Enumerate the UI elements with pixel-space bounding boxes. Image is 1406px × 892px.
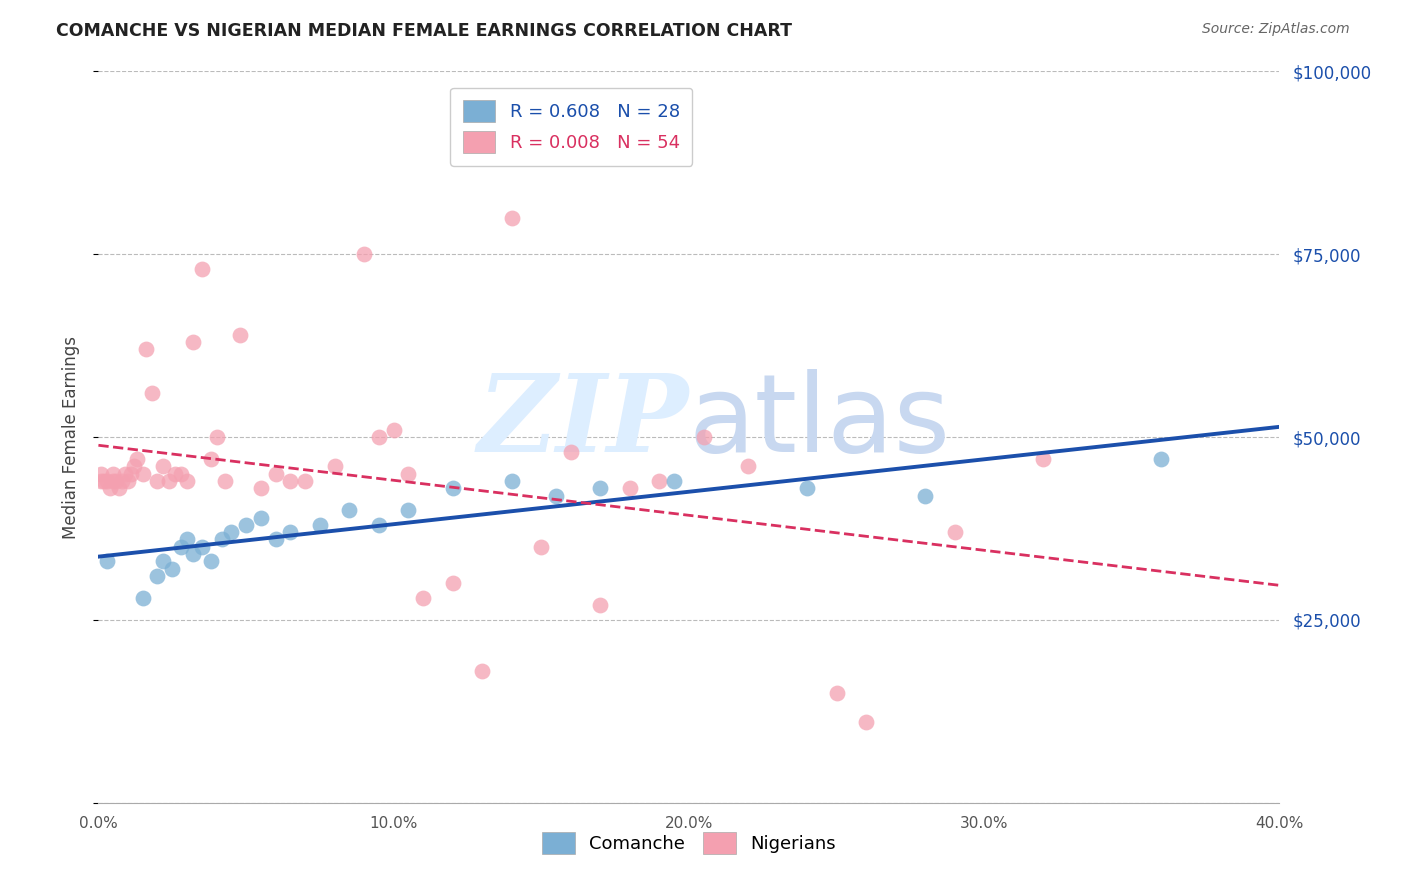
Point [98,481,121,495]
Point [943,525,966,540]
Point [250,481,273,495]
Point [589,599,612,613]
Point [141,386,163,401]
Point [280,525,302,540]
Point [170,467,193,481]
Text: ZIP: ZIP [478,369,689,475]
Point [165,467,187,481]
Text: Source: ZipAtlas.com: Source: ZipAtlas.com [1202,22,1350,37]
Point [96,474,118,488]
Point [191,540,214,554]
Point [120,467,142,481]
Point [132,467,155,481]
Point [214,474,236,488]
Point [111,474,134,488]
Point [96,554,118,568]
Point [93,474,115,488]
Point [108,481,131,495]
Point [560,444,582,458]
Point [135,343,157,357]
Point [309,517,332,532]
Point [280,474,302,488]
Point [162,562,183,576]
Point [353,247,375,261]
Point [264,533,287,547]
Point [398,467,420,481]
Point [229,327,252,342]
Point [200,554,222,568]
Point [737,459,759,474]
Point [589,481,612,495]
Point [211,533,233,547]
Point [471,664,494,678]
Point [235,517,257,532]
Point [323,459,346,474]
Point [205,430,228,444]
Point [191,261,214,276]
Point [117,474,139,488]
Point [441,576,464,591]
Point [181,334,204,349]
Point [125,452,148,467]
Point [294,474,316,488]
Legend: Comanche, Nigerians: Comanche, Nigerians [530,820,848,867]
Point [693,430,716,444]
Point [221,525,243,540]
Point [103,467,125,481]
Point [114,467,136,481]
Point [339,503,361,517]
Point [152,554,174,568]
Point [382,423,405,437]
Point [368,430,391,444]
Point [90,474,112,488]
Point [250,510,273,524]
Point [914,489,936,503]
Point [152,459,174,474]
Point [412,591,434,605]
Text: atlas: atlas [689,369,950,475]
Y-axis label: Median Female Earnings: Median Female Earnings [62,335,80,539]
Point [398,503,420,517]
Point [796,481,818,495]
Point [664,474,686,488]
Point [855,715,877,730]
Point [170,540,193,554]
Point [501,211,523,225]
Point [90,467,112,481]
Point [546,489,568,503]
Point [368,517,391,532]
Point [146,474,169,488]
Text: COMANCHE VS NIGERIAN MEDIAN FEMALE EARNINGS CORRELATION CHART: COMANCHE VS NIGERIAN MEDIAN FEMALE EARNI… [56,22,792,40]
Point [1032,452,1054,467]
Point [157,474,180,488]
Point [200,452,222,467]
Point [648,474,671,488]
Point [619,481,641,495]
Point [1150,452,1173,467]
Point [530,540,553,554]
Point [132,591,155,605]
Point [122,459,145,474]
Point [105,474,128,488]
Point [176,533,198,547]
Point [264,467,287,481]
Point [176,474,198,488]
Point [501,474,523,488]
Point [441,481,464,495]
Point [825,686,848,700]
Point [181,547,204,561]
Point [146,569,169,583]
Point [103,474,125,488]
